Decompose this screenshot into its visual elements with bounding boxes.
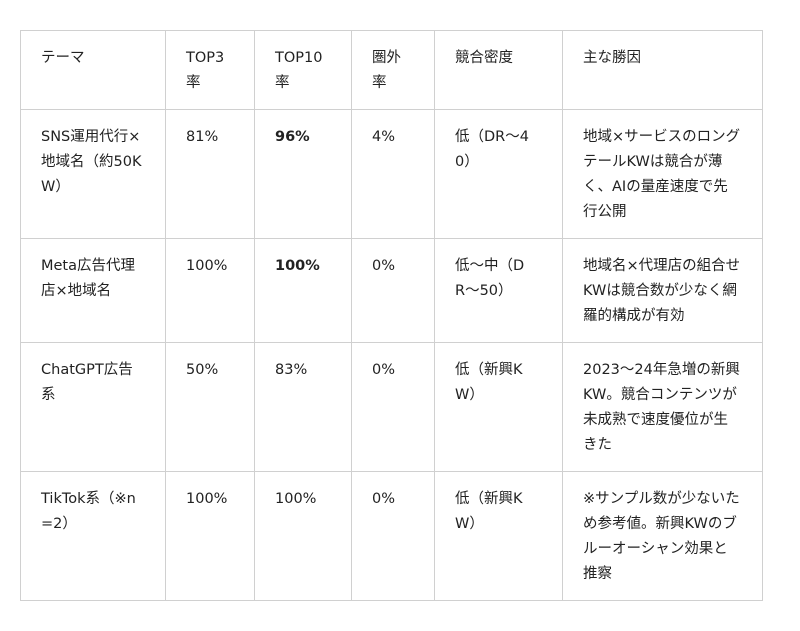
- cell-reason: 地域名×代理店の組合せKWは競合数が少なく網羅的構成が有効: [562, 238, 763, 343]
- table-row: TikTok系（※n=2） 100% 100% 0% 低（新興KW） ※サンプル…: [20, 471, 763, 601]
- header-out: 圏外率: [351, 30, 435, 110]
- cell-reason: 2023〜24年急増の新興KW。競合コンテンツが未成熟で速度優位が生きた: [562, 342, 763, 472]
- cell-out: 0%: [351, 342, 435, 472]
- cell-competition: 低（DR〜40）: [434, 109, 563, 239]
- table-row: SNS運用代行×地域名（約50KW） 81% 96% 4% 低（DR〜40） 地…: [20, 109, 763, 239]
- cell-out: 0%: [351, 238, 435, 343]
- cell-top10: 83%: [254, 342, 352, 472]
- cell-competition: 低（新興KW）: [434, 342, 563, 472]
- cell-top10: 96%: [254, 109, 352, 239]
- header-reason: 主な勝因: [562, 30, 763, 110]
- cell-theme: Meta広告代理店×地域名: [20, 238, 166, 343]
- cell-reason: ※サンプル数が少ないため参考値。新興KWのブルーオーシャン効果と推察: [562, 471, 763, 601]
- cell-top3: 81%: [165, 109, 255, 239]
- cell-competition: 低（新興KW）: [434, 471, 563, 601]
- cell-out: 4%: [351, 109, 435, 239]
- cell-competition: 低〜中（DR〜50）: [434, 238, 563, 343]
- cell-top3: 50%: [165, 342, 255, 472]
- header-theme: テーマ: [20, 30, 166, 110]
- header-competition: 競合密度: [434, 30, 563, 110]
- table-row: ChatGPT広告系 50% 83% 0% 低（新興KW） 2023〜24年急増…: [20, 342, 763, 472]
- cell-theme: TikTok系（※n=2）: [20, 471, 166, 601]
- table-row: Meta広告代理店×地域名 100% 100% 0% 低〜中（DR〜50） 地域…: [20, 238, 763, 343]
- cell-out: 0%: [351, 471, 435, 601]
- cell-top10: 100%: [254, 471, 352, 601]
- cell-top10: 100%: [254, 238, 352, 343]
- cell-reason: 地域×サービスのロングテールKWは競合が薄く、AIの量産速度で先行公開: [562, 109, 763, 239]
- cell-top3: 100%: [165, 471, 255, 601]
- results-table: テーマ TOP3率 TOP10率 圏外率 競合密度 主な勝因 SNS運用代行×地…: [20, 30, 763, 601]
- cell-top3: 100%: [165, 238, 255, 343]
- cell-theme: ChatGPT広告系: [20, 342, 166, 472]
- header-top10: TOP10率: [254, 30, 352, 110]
- header-top3: TOP3率: [165, 30, 255, 110]
- cell-theme: SNS運用代行×地域名（約50KW）: [20, 109, 166, 239]
- table-header-row: テーマ TOP3率 TOP10率 圏外率 競合密度 主な勝因: [20, 30, 763, 110]
